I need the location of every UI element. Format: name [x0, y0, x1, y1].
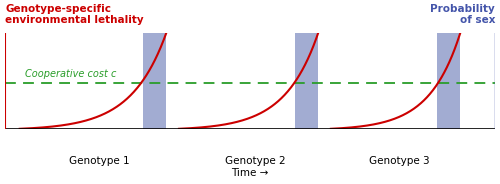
- Text: Genotype 3: Genotype 3: [369, 156, 430, 166]
- Text: Cooperative cost c: Cooperative cost c: [24, 69, 116, 79]
- Text: Genotype 2: Genotype 2: [224, 156, 285, 166]
- Bar: [294, 33, 318, 129]
- Text: Genotype 1: Genotype 1: [69, 156, 130, 166]
- Text: Genotype-specific
environmental lethality: Genotype-specific environmental lethalit…: [5, 4, 143, 25]
- Bar: [436, 33, 460, 129]
- Text: Time →: Time →: [232, 168, 268, 178]
- Text: Probability
of sex: Probability of sex: [430, 4, 495, 25]
- Bar: [142, 33, 166, 129]
